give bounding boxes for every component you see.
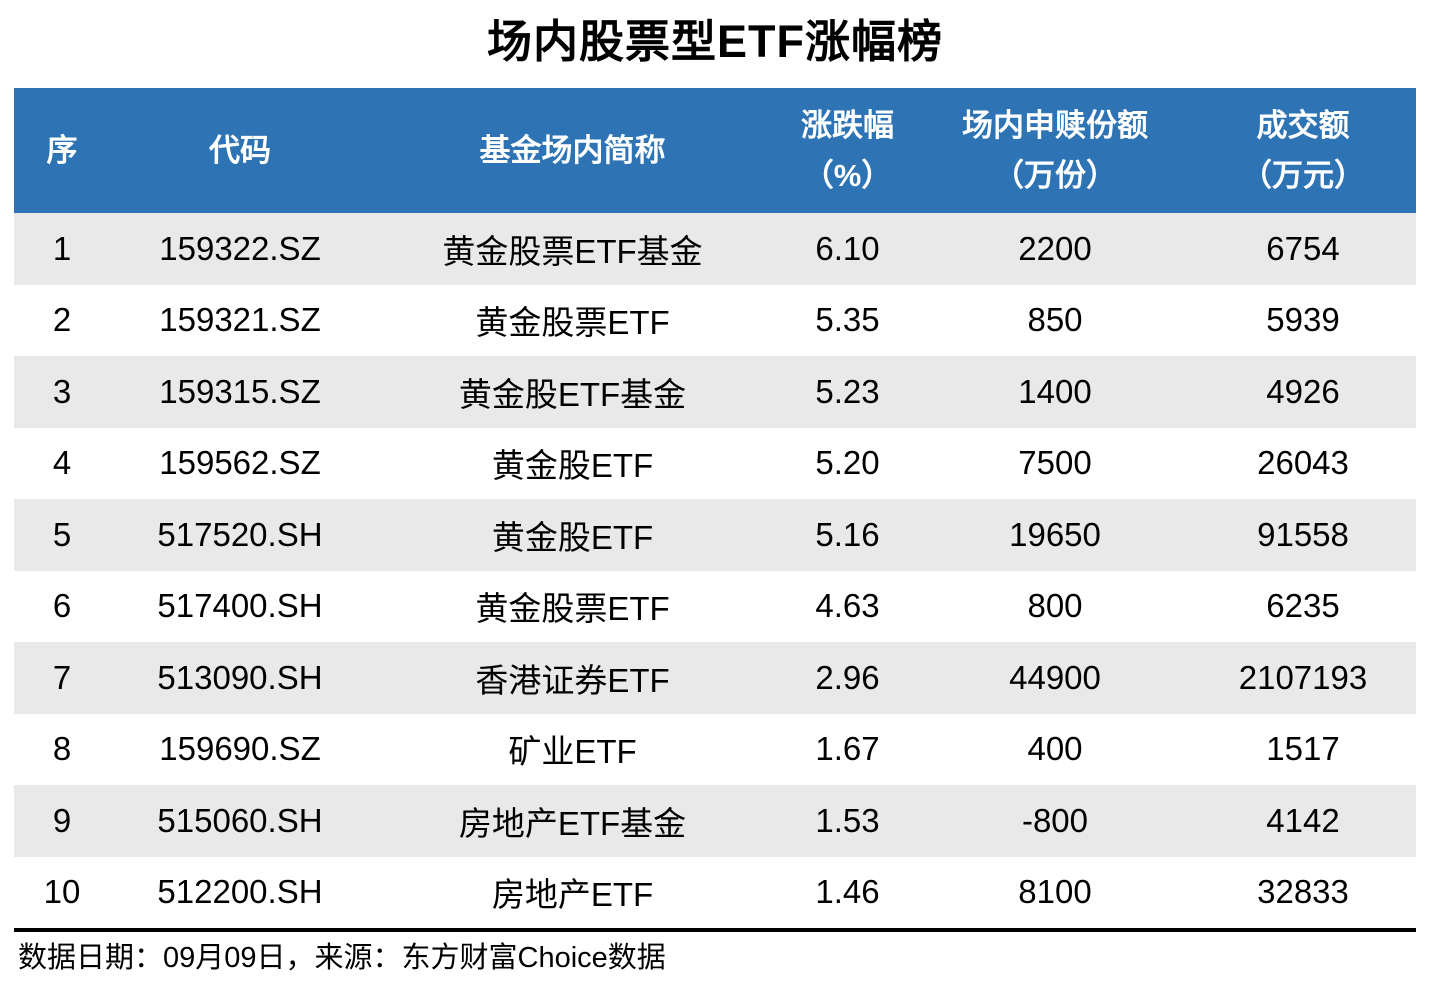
cell-code: 515060.SH [157, 801, 323, 839]
cell-turnover: 1517 [1266, 730, 1340, 768]
cell-fund-name: 黄金股票ETF [475, 304, 670, 342]
cell-turnover: 26043 [1257, 444, 1349, 482]
cell-shares: 7500 [1018, 444, 1092, 482]
cell-fund-name: 矿业ETF [508, 733, 637, 771]
col-header-unit: （万元） [1241, 157, 1365, 193]
cell-index: 7 [52, 658, 72, 696]
table-row: 1 159322.SZ 黄金股票ETF基金 6.10 2200 6754 [14, 213, 1416, 285]
cell-change-pct: 6.10 [815, 229, 880, 267]
cell-fund-name: 香港证券ETF [475, 661, 670, 699]
cell-turnover: 4142 [1266, 801, 1340, 839]
cell-index: 3 [52, 372, 72, 410]
cell-shares: -800 [1021, 801, 1089, 839]
cell-change-pct: 1.46 [815, 873, 880, 911]
col-header-unit: （万份） [993, 157, 1117, 193]
cell-shares: 1400 [1018, 372, 1092, 410]
cell-shares: 19650 [1009, 515, 1101, 553]
table-row: 4 159562.SZ 黄金股ETF 5.20 7500 26043 [14, 428, 1416, 500]
cell-change-pct: 1.53 [815, 801, 880, 839]
cell-code: 159322.SZ [159, 229, 321, 267]
cell-fund-name: 黄金股票ETF基金 [442, 232, 703, 270]
cell-code: 517400.SH [157, 587, 323, 625]
cell-shares: 44900 [1009, 658, 1101, 696]
table-row: 10 512200.SH 房地产ETF 1.46 8100 32833 [14, 857, 1416, 929]
table-body: 1 159322.SZ 黄金股票ETF基金 6.10 2200 6754 2 1… [14, 213, 1416, 928]
cell-turnover: 6235 [1266, 587, 1340, 625]
table-row: 9 515060.SH 房地产ETF基金 1.53 -800 4142 [14, 785, 1416, 857]
cell-code: 159321.SZ [159, 301, 321, 339]
col-header-change-pct: 涨跌幅 （%） [775, 88, 920, 213]
header-row: 序 代码 基金场内简称 涨跌幅 （%） 场内申赎份额 （万份） [14, 88, 1416, 213]
cell-fund-name: 黄金股票ETF [475, 590, 670, 628]
cell-change-pct: 5.23 [815, 372, 880, 410]
cell-index: 10 [43, 873, 81, 911]
cell-code: 159315.SZ [159, 372, 321, 410]
cell-code: 159562.SZ [159, 444, 321, 482]
cell-index: 5 [52, 515, 72, 553]
col-header-label: 基金场内简称 [479, 132, 666, 168]
cell-fund-name: 黄金股ETF [491, 518, 654, 556]
cell-turnover: 5939 [1266, 301, 1340, 339]
cell-change-pct: 5.16 [815, 515, 880, 553]
cell-turnover: 32833 [1257, 873, 1349, 911]
cell-index: 8 [52, 730, 72, 768]
table-row: 7 513090.SH 香港证券ETF 2.96 44900 2107193 [14, 642, 1416, 714]
col-header-label: 成交额 [1256, 107, 1350, 143]
table-row: 3 159315.SZ 黄金股ETF基金 5.23 1400 4926 [14, 356, 1416, 428]
table-row: 2 159321.SZ 黄金股票ETF 5.35 850 5939 [14, 285, 1416, 357]
cell-index: 6 [52, 587, 72, 625]
cell-index: 9 [52, 801, 72, 839]
cell-turnover: 4926 [1266, 372, 1340, 410]
cell-fund-name: 房地产ETF [491, 876, 654, 914]
cell-index: 1 [52, 229, 72, 267]
cell-change-pct: 1.67 [815, 730, 880, 768]
etf-ranking-table: 序 代码 基金场内简称 涨跌幅 （%） 场内申赎份额 （万份） [14, 88, 1416, 928]
col-header-turnover: 成交额 （万元） [1190, 88, 1416, 213]
col-header-index: 序 [14, 88, 110, 213]
cell-fund-name: 黄金股ETF基金 [458, 375, 687, 413]
cell-code: 513090.SH [157, 658, 323, 696]
cell-change-pct: 5.35 [815, 301, 880, 339]
col-header-code: 代码 [110, 88, 370, 213]
col-header-label: 代码 [209, 132, 271, 168]
footer-note: 数据日期：09月09日，来源：东方财富Choice数据 [18, 942, 666, 974]
cell-turnover: 6754 [1266, 229, 1340, 267]
col-header-label: 涨跌幅 [801, 107, 894, 143]
cell-change-pct: 5.20 [815, 444, 880, 482]
cell-shares: 850 [1027, 301, 1083, 339]
cell-index: 2 [52, 301, 72, 339]
cell-change-pct: 4.63 [815, 587, 880, 625]
cell-shares: 800 [1027, 587, 1083, 625]
cell-fund-name: 黄金股ETF [491, 447, 654, 485]
cell-code: 517520.SH [157, 515, 323, 553]
cell-code: 512200.SH [157, 873, 323, 911]
cell-fund-name: 房地产ETF基金 [458, 804, 687, 842]
cell-index: 4 [52, 444, 72, 482]
page-title: 场内股票型ETF涨幅榜 [487, 16, 943, 67]
footer-divider [14, 928, 1416, 932]
cell-shares: 400 [1027, 730, 1083, 768]
table-row: 5 517520.SH 黄金股ETF 5.16 19650 91558 [14, 499, 1416, 571]
cell-change-pct: 2.96 [815, 658, 880, 696]
cell-shares: 2200 [1018, 229, 1092, 267]
cell-shares: 8100 [1018, 873, 1092, 911]
table-header: 序 代码 基金场内简称 涨跌幅 （%） 场内申赎份额 （万份） [14, 88, 1416, 213]
col-header-label: 序 [46, 132, 78, 168]
cell-turnover: 91558 [1257, 515, 1349, 553]
table-row: 8 159690.SZ 矿业ETF 1.67 400 1517 [14, 714, 1416, 786]
col-header-label: 场内申赎份额 [962, 107, 1148, 143]
col-header-unit: （%） [802, 157, 893, 193]
cell-code: 159690.SZ [159, 730, 321, 768]
col-header-shares: 场内申赎份额 （万份） [920, 88, 1190, 213]
col-header-fund-name: 基金场内简称 [370, 88, 775, 213]
cell-turnover: 2107193 [1238, 658, 1368, 696]
table-row: 6 517400.SH 黄金股票ETF 4.63 800 6235 [14, 571, 1416, 643]
